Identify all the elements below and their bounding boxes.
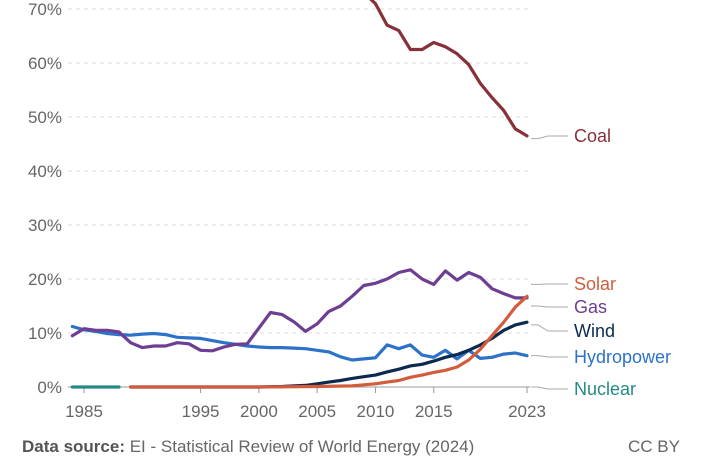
series-label-hydropower: Hydropower [574,347,671,367]
label-leader-coal [531,135,568,140]
y-tick-label: 30% [28,216,62,235]
x-tick-label: 2015 [415,402,453,421]
x-tick-label: 2005 [298,402,336,421]
y-tick-label: 10% [28,324,62,343]
series-lines [70,0,529,389]
y-tick-label: 50% [28,108,62,127]
series-line-solar [129,294,529,389]
series-label-gas: Gas [574,297,607,317]
y-tick-label: 0% [37,378,62,397]
label-leader-hydropower [531,355,568,358]
license-link[interactable]: CC BY [628,437,680,456]
chart: 0% 10% 20% 30% 40% 50% 60% 70% 1985 1995 2000 2005… [28,0,671,421]
series-label-wind: Wind [574,321,615,341]
label-leader-wind [531,324,568,332]
series-line-coal [369,0,529,138]
series-line-gas [70,268,529,353]
source-text: EI - Statistical Review of World Energy … [129,437,475,456]
source-label: Data source: [22,437,125,456]
series-line-wind [129,320,529,389]
label-leader-nuclear [531,386,568,390]
x-tick-label: 2000 [240,402,278,421]
series-label-solar: Solar [574,274,616,294]
series-label-coal: Coal [574,126,611,146]
gridlines [68,8,530,334]
y-tick-label: 40% [28,162,62,181]
x-tick-label: 2010 [357,402,395,421]
x-tick-label: 1995 [182,402,220,421]
x-tick-label: 1985 [65,402,103,421]
y-tick-label: 20% [28,270,62,289]
y-tick-label: 60% [28,54,62,73]
y-axis-ticks: 0% 10% 20% 30% 40% 50% 60% 70% [28,0,62,397]
x-axis-ticks: 1985 1995 2000 2005 2010 2015 2023 [65,387,546,421]
label-leader-gas [531,305,568,308]
series-label-nuclear: Nuclear [574,379,636,399]
y-tick-label: 70% [28,0,62,19]
x-tick-label: 2023 [508,402,546,421]
chart-footer: Data source: EI - Statistical Review of … [22,437,680,459]
series-labels: Coal Solar Gas Wind Hydropower Nuclear [531,126,671,399]
